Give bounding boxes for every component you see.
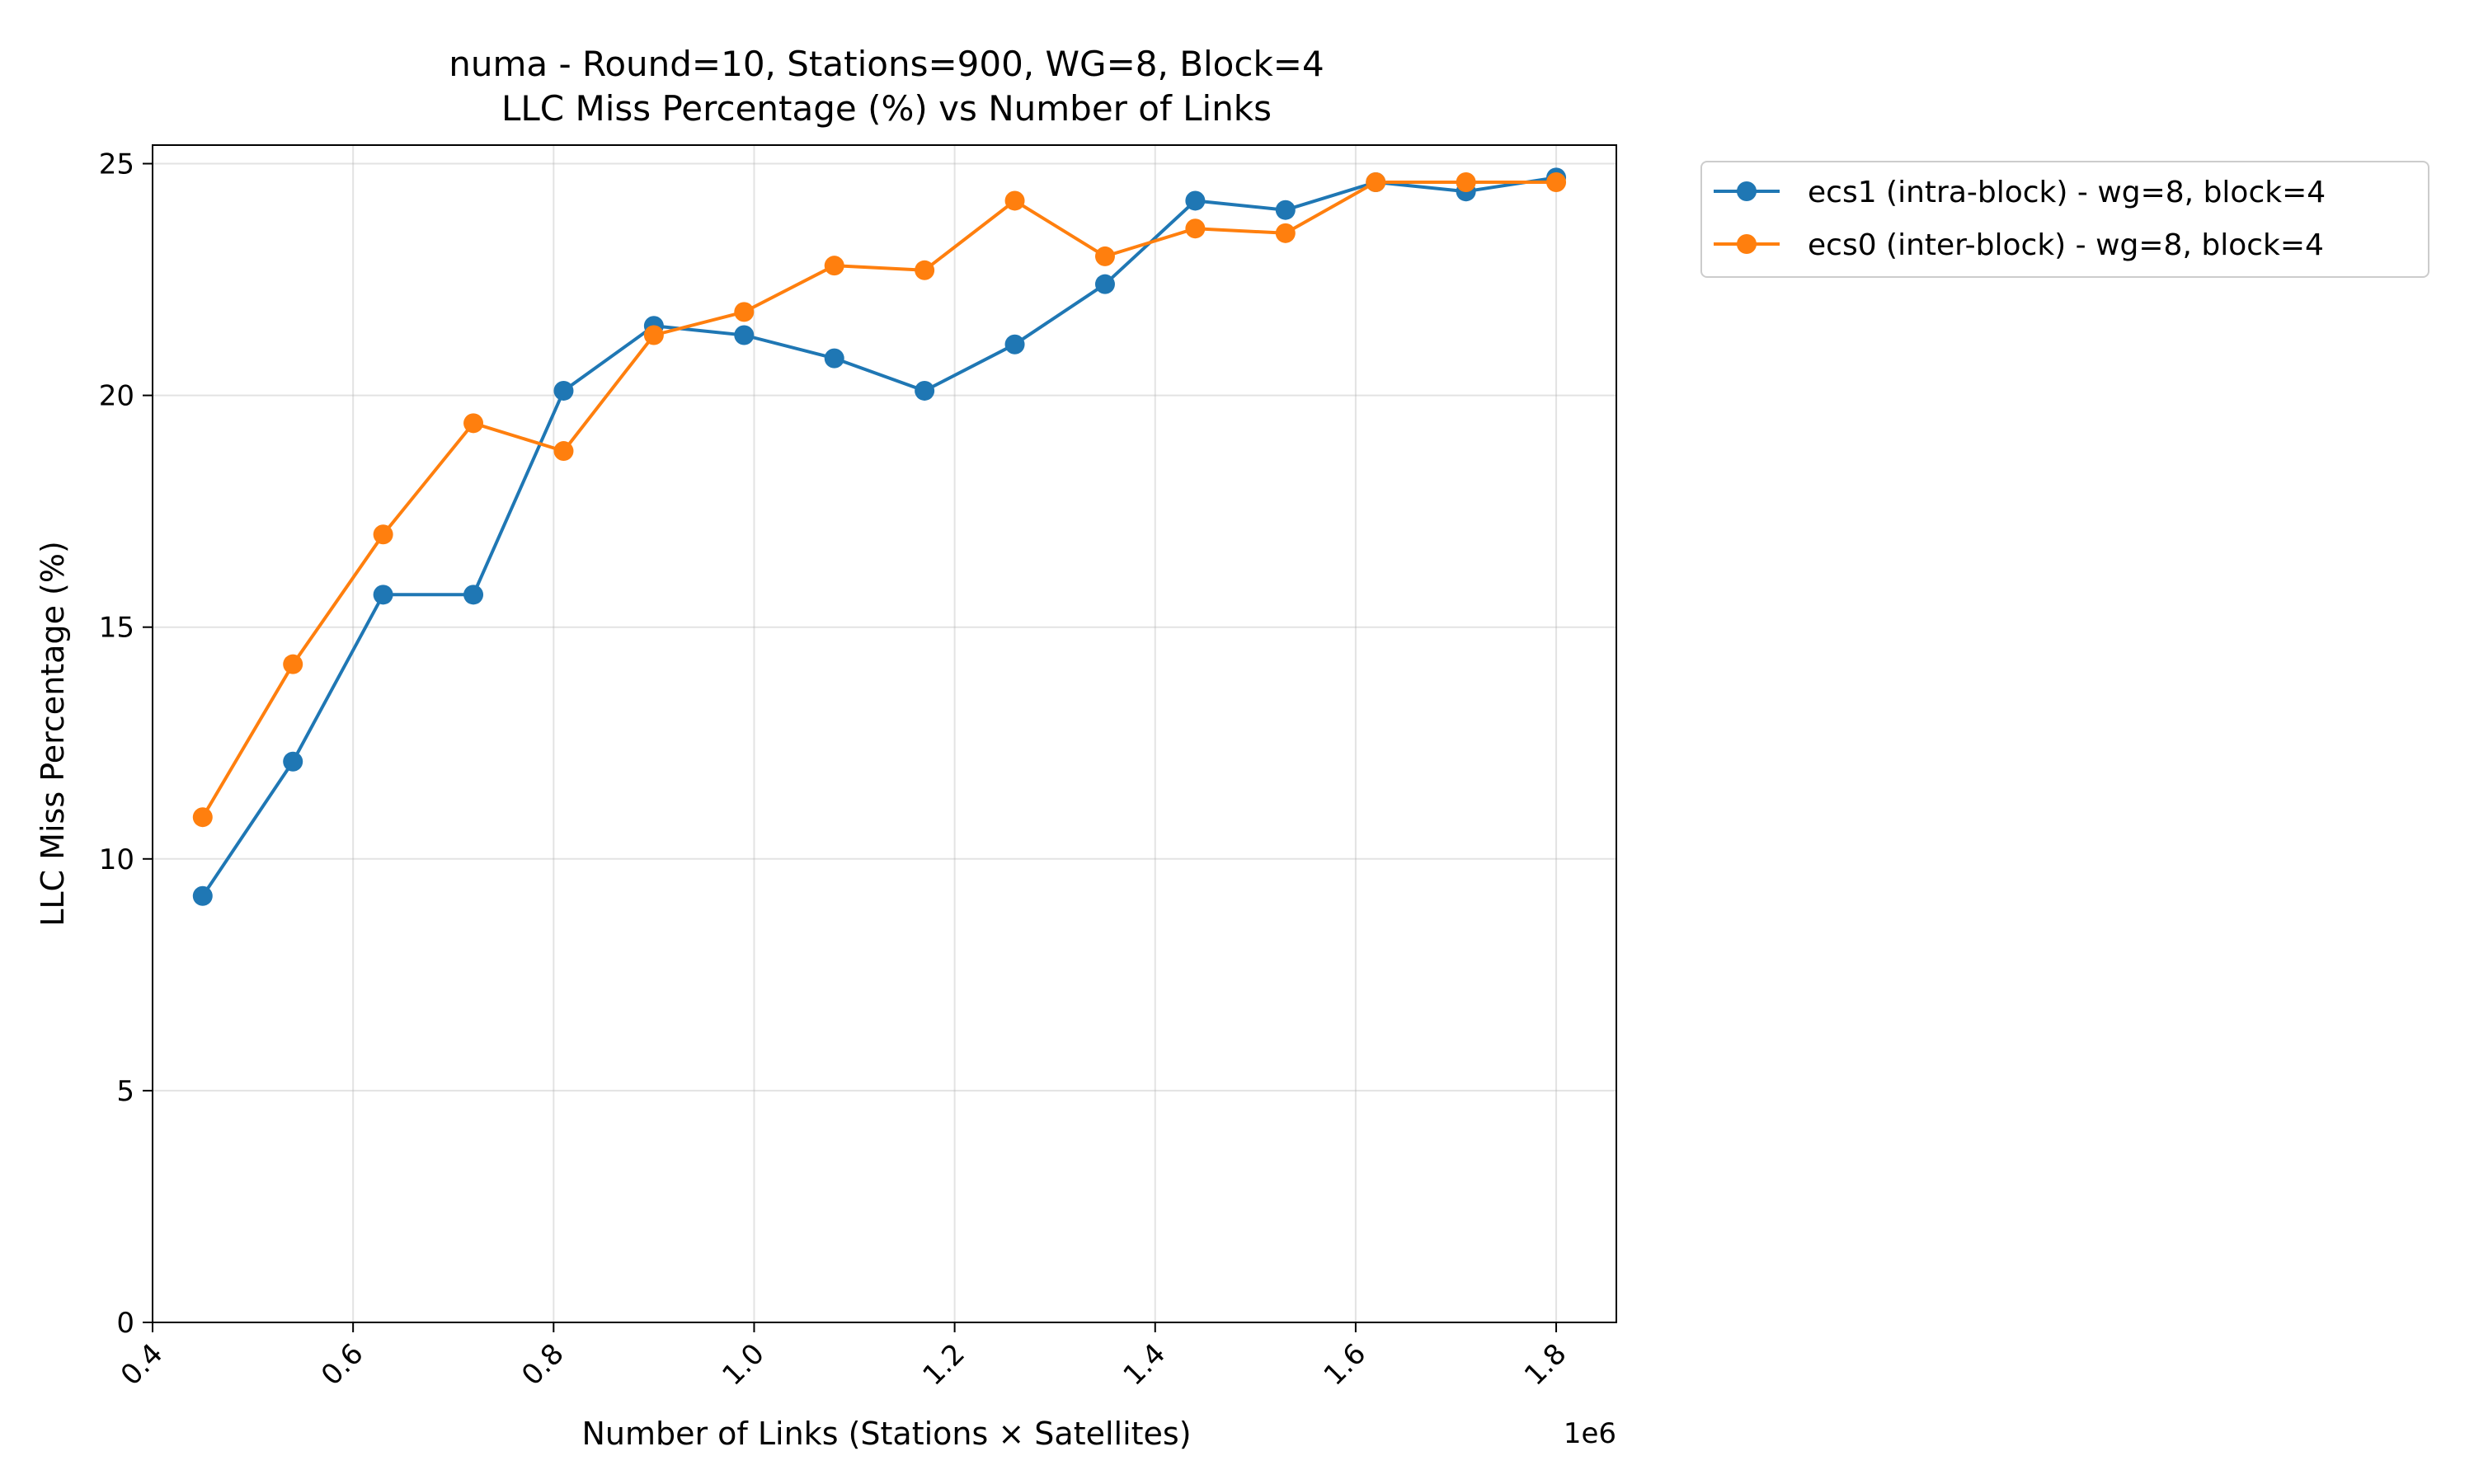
data-point-ecs1	[1094, 274, 1115, 294]
data-point-ecs0	[553, 441, 574, 462]
legend-label-ecs0: ecs0 (inter-block) - wg=8, block=4	[1808, 228, 2324, 262]
series-line-ecs0	[201, 181, 1557, 819]
y-axis: 0 5 10 15 20 25	[99, 148, 153, 1340]
data-point-ecs1	[824, 348, 844, 369]
data-point-ecs0	[1366, 171, 1386, 192]
legend: ecs1 (intra-block) - wg=8, block=4 ecs0 …	[1700, 161, 2429, 278]
legend-marker-ecs1	[1737, 181, 1757, 201]
data-point-ecs1	[915, 380, 935, 401]
data-point-ecs1	[1004, 334, 1025, 355]
y-tick-label: 20	[99, 380, 134, 413]
data-point-ecs1	[1275, 200, 1296, 220]
data-point-ecs0	[1185, 218, 1206, 239]
data-point-ecs0	[463, 413, 484, 434]
data-point-ecs1	[1185, 190, 1206, 211]
data-point-ecs0	[1456, 171, 1476, 192]
x-axis-offset-label: 1e6	[1564, 1417, 1616, 1450]
data-point-ecs1	[553, 380, 574, 401]
data-point-ecs0	[915, 260, 935, 280]
y-axis-label: LLC Miss Percentage (%)	[35, 541, 71, 927]
y-tick-label: 10	[99, 843, 134, 876]
data-point-ecs0	[1094, 246, 1115, 266]
data-point-ecs0	[643, 325, 664, 345]
y-tick-label: 15	[99, 612, 134, 645]
chart-title: numa - Round=10, Stations=900, WG=8, Blo…	[449, 44, 1324, 84]
legend-marker-ecs0	[1737, 234, 1757, 254]
x-axis-label: Number of Links (Stations × Satellites)	[581, 1416, 1191, 1452]
data-point-ecs0	[1275, 223, 1296, 243]
data-point-ecs0	[734, 302, 755, 322]
data-point-ecs1	[734, 325, 755, 345]
legend-label-ecs1: ecs1 (intra-block) - wg=8, block=4	[1808, 176, 2326, 209]
plot-series	[192, 167, 1567, 906]
legend-frame	[1700, 161, 2429, 278]
chart-subtitle: LLC Miss Percentage (%) vs Number of Lin…	[501, 88, 1272, 129]
series-line-ecs1	[201, 176, 1557, 897]
y-tick-label: 25	[99, 148, 134, 181]
data-point-ecs1	[463, 585, 484, 605]
data-point-ecs0	[192, 807, 213, 828]
data-point-ecs0	[1004, 190, 1025, 211]
plot-area-frame	[152, 144, 1617, 1323]
data-point-ecs1	[373, 585, 393, 605]
data-point-ecs0	[824, 256, 844, 276]
data-point-ecs1	[283, 751, 303, 772]
y-tick-label: 5	[116, 1075, 134, 1108]
data-point-ecs1	[192, 885, 213, 906]
series-ecs0	[192, 171, 1567, 828]
data-point-ecs0	[373, 524, 393, 545]
y-tick-label: 0	[116, 1307, 134, 1340]
data-point-ecs0	[283, 654, 303, 674]
data-point-ecs0	[1546, 171, 1567, 192]
